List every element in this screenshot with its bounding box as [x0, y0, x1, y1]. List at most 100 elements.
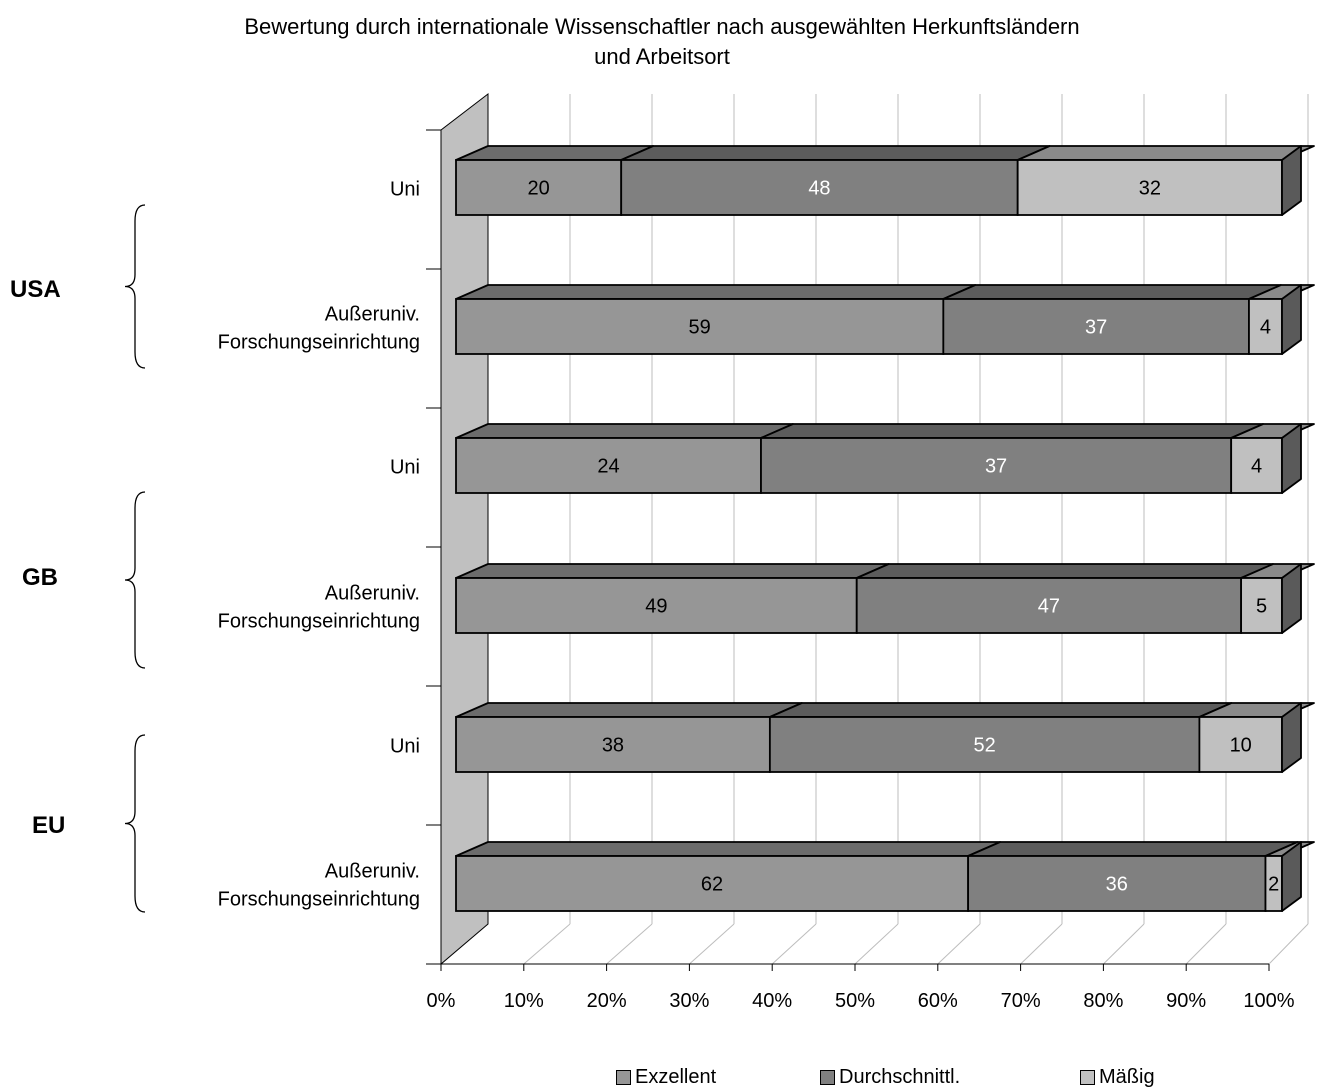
x-tick-label: 50%	[835, 990, 875, 1012]
legend-swatch	[820, 1070, 835, 1085]
bar-segment-durchschnittl-	[967, 855, 1267, 912]
x-tick-label: 40%	[752, 990, 792, 1012]
floor-gridline	[689, 923, 735, 965]
data-label: 4	[1251, 456, 1262, 478]
bar-side-face	[1281, 702, 1302, 773]
bar-segment-exzellent	[455, 716, 771, 773]
x-tick-label: 30%	[669, 990, 709, 1012]
group-brace	[124, 734, 146, 913]
x-tick-label: 20%	[587, 990, 627, 1012]
bar-segment-m-ig	[1230, 437, 1283, 494]
data-label: 59	[689, 317, 711, 339]
data-label: 47	[1038, 596, 1060, 618]
data-label: 52	[974, 735, 996, 757]
bar-top-face	[855, 563, 1275, 579]
data-label: 20	[527, 178, 549, 200]
bar-segment-m-ig	[1248, 298, 1283, 355]
bar-top-face	[455, 563, 890, 579]
bar-top-face	[967, 841, 1299, 857]
x-tick-label: 90%	[1166, 990, 1206, 1012]
bar-segment-exzellent	[455, 298, 945, 355]
category-label: Uni	[390, 457, 420, 479]
legend-swatch	[1080, 1070, 1095, 1085]
legend-label: Durchschnittl.	[839, 1066, 961, 1088]
floor-gridline	[771, 923, 817, 965]
group-label-eu: EU	[32, 812, 66, 839]
chart-title-line: und Arbeitsort	[594, 44, 730, 69]
bar-segment-m-ig	[1016, 159, 1283, 216]
data-label: 38	[602, 735, 624, 757]
chart-title-line: Bewertung durch internationale Wissensch…	[244, 14, 1080, 39]
bar-segment-durchschnittl-	[855, 577, 1243, 634]
data-label: 37	[1085, 317, 1107, 339]
axes: 0% 10% 20% 30% 40% 50% 60% 70% 80% 90% 100%	[426, 129, 1295, 1012]
data-label: 49	[645, 596, 667, 618]
category-label: Außeruniv.	[325, 304, 420, 326]
category-label: Außeruniv.	[325, 861, 420, 883]
category-label: Uni	[390, 179, 420, 201]
bar-top-face	[455, 702, 803, 718]
bar-segment-m-ig	[1198, 716, 1283, 773]
category-label: Außeruniv.	[325, 583, 420, 605]
gridlines	[440, 92, 1309, 966]
category-label: Forschungseinrichtung	[218, 611, 420, 633]
data-label: 5	[1256, 596, 1267, 618]
floor-gridline	[937, 923, 981, 965]
data-label: 36	[1106, 874, 1128, 896]
bar-segment-exzellent	[455, 159, 623, 216]
data-label: 48	[808, 178, 830, 200]
bar-side-face	[1281, 563, 1302, 634]
data-label: 24	[597, 456, 619, 478]
x-tick-label: 10%	[504, 990, 544, 1012]
bar-segment-durchschnittl-	[942, 298, 1250, 355]
bar-side-face	[1281, 841, 1302, 912]
group-brace	[124, 204, 146, 369]
bar-top-face	[455, 841, 1002, 857]
bar-top-face	[760, 423, 1265, 439]
bar-top-face	[942, 284, 1282, 300]
legend-item: Durchschnittl.	[820, 1066, 960, 1089]
data-label: 37	[985, 456, 1007, 478]
data-label: 4	[1260, 317, 1271, 339]
side-wall	[440, 92, 489, 966]
category-label: Forschungseinrichtung	[218, 332, 420, 354]
floor-gridline	[1020, 923, 1063, 965]
bar-top-face	[455, 423, 794, 439]
floor-gridline	[606, 923, 653, 965]
bar-top-face	[768, 702, 1233, 718]
legend-label: Exzellent	[635, 1066, 717, 1088]
group-brace	[124, 491, 146, 669]
bar-side-face	[1281, 423, 1302, 494]
bars	[455, 145, 1315, 912]
data-label: 62	[701, 874, 723, 896]
bar-segment-durchschnittl-	[768, 716, 1201, 773]
bar-top-face	[455, 145, 655, 161]
floor-gridline	[1268, 923, 1309, 965]
bar-segment-exzellent	[455, 437, 762, 494]
category-label: Forschungseinrichtung	[218, 889, 420, 911]
bar-segment-durchschnittl-	[760, 437, 1233, 494]
floor-gridline	[1185, 923, 1227, 965]
x-tick-label: 60%	[918, 990, 958, 1012]
bar-top-face	[455, 284, 977, 300]
floor-gridline	[523, 923, 571, 965]
category-label: Uni	[390, 736, 420, 758]
floor-gridline	[854, 923, 899, 965]
labels: Uni Außeruniv. Forschungseinrichtung Uni Auß…	[124, 178, 1279, 913]
group-label-usa: USA	[10, 276, 61, 303]
bar-segment-exzellent	[455, 855, 970, 912]
bar-side-face	[1281, 284, 1302, 355]
legend-item: Exzellent	[616, 1066, 716, 1089]
x-tick-label: 80%	[1083, 990, 1123, 1012]
bar-top-face	[620, 145, 1051, 161]
x-tick-label: 100%	[1243, 990, 1294, 1012]
legend-swatch	[616, 1070, 631, 1085]
legend-item: Mäßig	[1080, 1066, 1155, 1089]
floor-gridline	[1103, 923, 1145, 965]
x-tick-label: 70%	[1001, 990, 1041, 1012]
data-label: 32	[1139, 178, 1161, 200]
data-label: 10	[1230, 735, 1252, 757]
x-tick-label: 0%	[427, 990, 456, 1012]
bar-top-face	[1016, 145, 1315, 161]
